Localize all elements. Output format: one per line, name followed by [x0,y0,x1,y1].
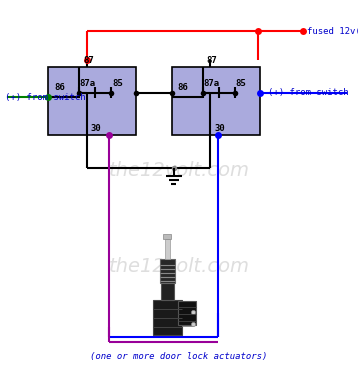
Bar [48,67,136,135]
Text: the12volt.com: the12volt.com [108,257,250,276]
Bar [179,301,197,325]
Text: 87a: 87a [80,79,96,88]
Text: 86: 86 [178,83,188,92]
Text: 30: 30 [91,124,101,133]
Bar [161,283,174,300]
Bar [153,300,182,335]
Text: 85: 85 [112,79,123,88]
Text: 87: 87 [207,57,218,65]
Text: 30: 30 [214,124,225,133]
Text: 87a: 87a [203,79,219,88]
Text: 87: 87 [83,57,94,65]
Text: (+) from switch: (+) from switch [268,88,349,97]
Text: (one or more door lock actuators): (one or more door lock actuators) [90,352,268,361]
Text: (+) from switch: (+) from switch [5,93,86,102]
Bar [182,322,194,326]
Bar [172,67,260,135]
Bar [165,239,170,259]
Text: 85: 85 [236,79,246,88]
Text: the12volt.com: the12volt.com [108,161,250,180]
Bar [182,310,194,314]
Text: fused 12v(+): fused 12v(+) [307,27,358,36]
Text: 86: 86 [54,83,65,92]
Bar [160,259,175,283]
Bar [163,234,171,239]
